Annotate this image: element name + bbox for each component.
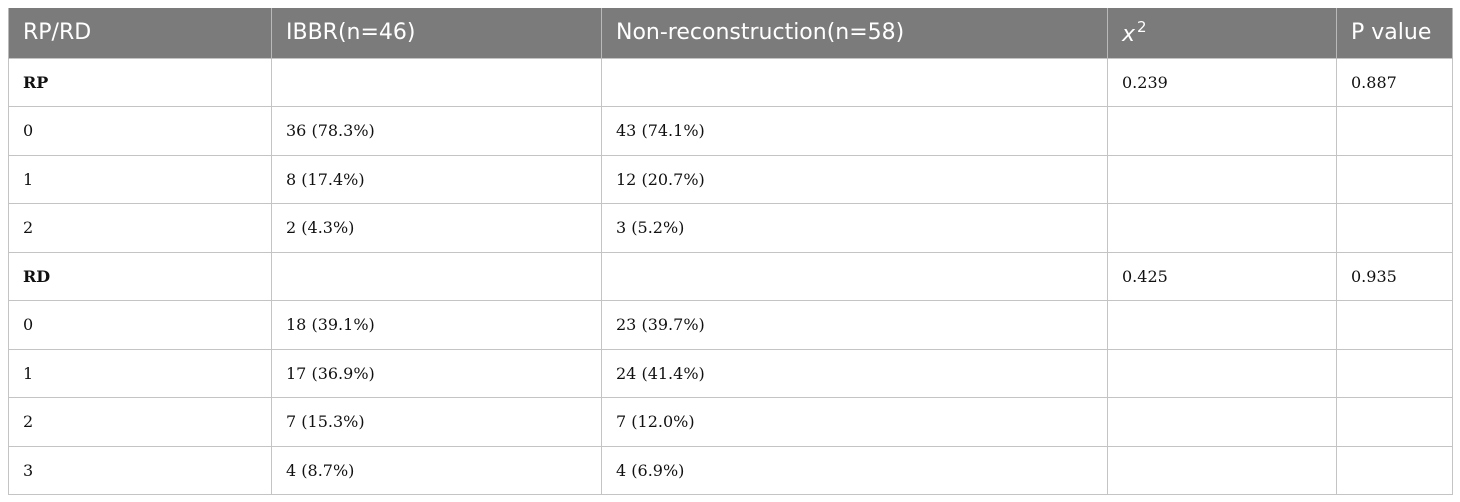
- cell-p-value: [1336, 397, 1453, 447]
- cell-label: 0: [8, 106, 272, 156]
- cell-ibbr: 7 (15.3%): [271, 397, 602, 447]
- cell-ibbr: 18 (39.1%): [271, 300, 602, 350]
- cell-label: 3: [8, 445, 272, 495]
- section-row: RD 0.425 0.935: [8, 251, 1453, 301]
- cell-chi-square: [1107, 445, 1337, 495]
- header-ibbr: IBBR(n=46): [271, 8, 602, 58]
- cell-ibbr: 17 (36.9%): [271, 348, 602, 398]
- cell-chi-square: [1107, 203, 1337, 253]
- header-rp-rd: RP/RD: [8, 8, 272, 58]
- cell-p-value: [1336, 445, 1453, 495]
- cell-non-reconstruction: 4 (6.9%): [601, 445, 1108, 495]
- cell-ibbr: 36 (78.3%): [271, 106, 602, 156]
- cell-chi-square: [1107, 106, 1337, 156]
- cell-non-reconstruction: [601, 57, 1108, 107]
- cell-non-reconstruction: 23 (39.7%): [601, 300, 1108, 350]
- cell-non-reconstruction: 3 (5.2%): [601, 203, 1108, 253]
- chi-square-symbol: x: [1122, 22, 1136, 48]
- chi-square-exponent: 2: [1137, 18, 1147, 37]
- cell-chi-square: [1107, 300, 1337, 350]
- cell-non-reconstruction: [601, 251, 1108, 301]
- header-non-reconstruction: Non-reconstruction(n=58): [601, 8, 1108, 58]
- cell-ibbr: [271, 251, 602, 301]
- cell-non-reconstruction: 43 (74.1%): [601, 106, 1108, 156]
- cell-label: 2: [8, 203, 272, 253]
- header-row: RP/RD IBBR(n=46) Non-reconstruction(n=58…: [8, 8, 1453, 58]
- cell-ibbr: 4 (8.7%): [271, 445, 602, 495]
- cell-non-reconstruction: 24 (41.4%): [601, 348, 1108, 398]
- table-container: RP/RD IBBR(n=46) Non-reconstruction(n=58…: [8, 8, 1453, 495]
- cell-label: 1: [8, 348, 272, 398]
- table-row: 0 18 (39.1%) 23 (39.7%): [8, 300, 1453, 350]
- cell-label: 1: [8, 154, 272, 204]
- section-row: RP 0.239 0.887: [8, 57, 1453, 107]
- cell-chi-square: [1107, 154, 1337, 204]
- cell-label: 2: [8, 397, 272, 447]
- table-row: 1 17 (36.9%) 24 (41.4%): [8, 348, 1453, 398]
- results-table: RP/RD IBBR(n=46) Non-reconstruction(n=58…: [8, 8, 1453, 495]
- cell-chi-square: 0.239: [1107, 57, 1337, 107]
- cell-ibbr: [271, 57, 602, 107]
- cell-chi-square: [1107, 348, 1337, 398]
- cell-p-value: [1336, 300, 1453, 350]
- cell-chi-square: [1107, 397, 1337, 447]
- cell-non-reconstruction: 7 (12.0%): [601, 397, 1108, 447]
- cell-p-value: [1336, 106, 1453, 156]
- header-p-value: P value: [1336, 8, 1453, 58]
- cell-ibbr: 8 (17.4%): [271, 154, 602, 204]
- cell-p-value: 0.887: [1336, 57, 1453, 107]
- cell-p-value: [1336, 348, 1453, 398]
- cell-p-value: [1336, 154, 1453, 204]
- cell-ibbr: 2 (4.3%): [271, 203, 602, 253]
- table-row: 0 36 (78.3%) 43 (74.1%): [8, 106, 1453, 156]
- cell-label: RD: [8, 251, 272, 301]
- cell-chi-square: 0.425: [1107, 251, 1337, 301]
- cell-non-reconstruction: 12 (20.7%): [601, 154, 1108, 204]
- cell-p-value: 0.935: [1336, 251, 1453, 301]
- cell-label: 0: [8, 300, 272, 350]
- cell-label: RP: [8, 57, 272, 107]
- cell-p-value: [1336, 203, 1453, 253]
